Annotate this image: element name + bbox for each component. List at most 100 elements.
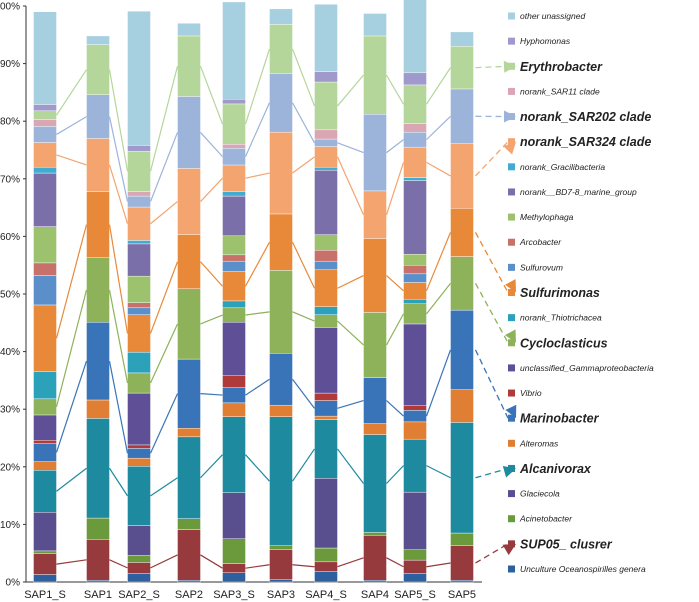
- connector-alcanivorax: [108, 467, 129, 497]
- connector-sup05-clusrer: [245, 564, 270, 569]
- legend-swatch: [508, 188, 515, 196]
- y-tick-label: 20%: [0, 462, 20, 473]
- pointer-arrow-norank-sar202-clade: [503, 110, 516, 123]
- legend-item-unculture-oceanospirilles-genera: Unculture Oceanospirilles genera: [508, 564, 646, 574]
- bar-segment-unclassified-gammaproteobacteria: [314, 327, 338, 394]
- bar-segment-sulfurovum: [33, 275, 57, 306]
- legend-label: Alteromas: [519, 438, 559, 448]
- connector-alcanivorax: [386, 465, 404, 484]
- connector-marinobacter: [337, 399, 364, 409]
- bar-segment-sup05-clusrer: [403, 559, 427, 574]
- bar-segment-acinetobacter: [403, 549, 427, 561]
- bar-segment-alcanivorax: [269, 416, 293, 546]
- pointer-line-sulfurimonas: [474, 232, 509, 293]
- legend-label: Alcanivorax: [519, 462, 592, 476]
- connector-alcanivorax: [245, 454, 270, 482]
- connector-norank-sar324-clade: [108, 164, 129, 224]
- bar-segment-methylophaga: [33, 226, 57, 264]
- legend-swatch: [508, 138, 515, 146]
- bar-segment-norank-bd7-8-marine-group: [403, 180, 427, 255]
- bar-sap1-s: [33, 11, 57, 583]
- connector-norank-sar324-clade: [200, 177, 223, 202]
- bar-segment-sulfurimonas: [33, 304, 57, 372]
- legend-item-norank-sar202-clade: norank_SAR202 clade: [475, 110, 651, 124]
- x-tick-label: SAP5_S: [394, 589, 436, 601]
- connector-marinobacter: [245, 378, 270, 396]
- bar-segment-unculture-oceanospirilles-genera: [269, 579, 293, 583]
- bar-segment-marinobacter: [403, 410, 427, 423]
- bar-segment-acinetobacter: [314, 547, 338, 563]
- x-tick-label: SAP1_S: [24, 589, 66, 601]
- legend-swatch: [508, 540, 515, 548]
- bar-segment-cycloclasticus: [403, 303, 427, 325]
- connector-sup05-clusrer: [56, 559, 87, 565]
- bar-segment-marinobacter: [33, 442, 57, 462]
- legend-label: Methylophaga: [520, 212, 574, 222]
- connector-marinobacter: [108, 360, 129, 454]
- pointer-arrow-cycloclasticus: [504, 329, 516, 343]
- legend-swatch: [508, 414, 515, 422]
- connector-sup05-clusrer: [150, 554, 178, 569]
- pointer-arrow-erythrobacter: [503, 60, 516, 73]
- connector-alcanivorax: [292, 448, 315, 482]
- legend-item-cycloclasticus: Cycloclasticus: [474, 283, 608, 350]
- legend-label: Hyphomonas: [520, 36, 571, 46]
- bar-segment-unculture-oceanospirilles-genera: [127, 573, 151, 583]
- legend-item-methylophaga: Methylophaga: [508, 212, 574, 222]
- bar-segment-norank-gracilibacteria: [403, 177, 427, 181]
- bar-segment-unculture-oceanospirilles-genera: [314, 571, 338, 583]
- bar-sap2: [177, 23, 201, 583]
- y-tick-label: 50%: [0, 290, 20, 301]
- connector-norank-sar324-clade: [292, 156, 315, 174]
- bar-segment-other-unassigned: [314, 4, 338, 72]
- connector-norank-sar202-clade: [108, 116, 129, 202]
- bar-segment-methylophaga: [222, 235, 246, 256]
- legend-item-hyphomonas: Hyphomonas: [508, 36, 571, 46]
- y-tick-label: 0%: [6, 578, 21, 589]
- legend-swatch: [508, 238, 515, 246]
- x-tick-label: SAP2: [175, 589, 203, 601]
- legend-label: norank_SAR202 clade: [520, 110, 651, 124]
- bar-segment-sulfurovum: [403, 273, 427, 283]
- connector-lines: [55, 48, 452, 569]
- y-tick-label: 90%: [0, 59, 20, 70]
- legend-item-marinobacter: Marinobacter: [474, 349, 600, 426]
- bar-segment-methylophaga: [314, 234, 338, 251]
- bar-segment-other-unassigned: [403, 0, 427, 74]
- legend-label: norank_SAR324 clade: [520, 135, 651, 149]
- connector-sulfurimonas: [425, 232, 452, 292]
- bar-segment-sulfurovum: [314, 260, 338, 271]
- bar-segment-alteromas: [269, 404, 293, 417]
- bar-segment-alteromas: [363, 423, 387, 435]
- connector-sulfurimonas: [108, 224, 129, 334]
- bar-segment-alteromas: [86, 399, 110, 419]
- bars: [33, 0, 474, 583]
- legend-item-unclassified-gammaproteobacteria: unclassified_Gammaproteobacteria: [508, 363, 654, 373]
- bar-segment-methylophaga: [403, 254, 427, 266]
- bar-segment-marinobacter: [222, 387, 246, 404]
- legend-label: Sulfurovum: [520, 262, 563, 272]
- legend-label: norank_SAR11 clade: [520, 86, 600, 96]
- legend-label: Unculture Oceanospirilles genera: [520, 564, 646, 574]
- bar-segment-sup05-clusrer: [86, 539, 110, 581]
- connector-sup05-clusrer: [337, 557, 364, 568]
- pointer-arrow-alcanivorax: [502, 465, 516, 478]
- bar-segment-erythrobacter: [314, 81, 338, 131]
- bar-segment-alteromas: [177, 428, 201, 438]
- bar-segment-alcanivorax: [403, 438, 427, 493]
- y-tick-label: 10%: [0, 520, 20, 531]
- bar-segment-arcobacter: [127, 302, 151, 309]
- bar-segment-sulfurimonas: [403, 282, 427, 300]
- legend-item-sup05-clusrer: SUP05_ clusrer: [475, 537, 613, 564]
- bar-segment-sulfurimonas: [177, 234, 201, 290]
- bar-segment-vibrio: [403, 405, 427, 411]
- connector-cycloclasticus: [108, 289, 129, 384]
- bar-segment-glaciecola: [222, 492, 246, 539]
- bar-segment-cycloclasticus: [127, 372, 151, 394]
- bar-sap4-s: [314, 4, 338, 583]
- connector-norank-sar324-clade: [245, 172, 270, 179]
- bar-segment-glaciecola: [403, 491, 427, 550]
- bar-segment-sup05-clusrer: [33, 553, 57, 575]
- bar-segment-acinetobacter: [86, 517, 110, 540]
- pointer-line-norank-sar324-clade: [475, 141, 509, 177]
